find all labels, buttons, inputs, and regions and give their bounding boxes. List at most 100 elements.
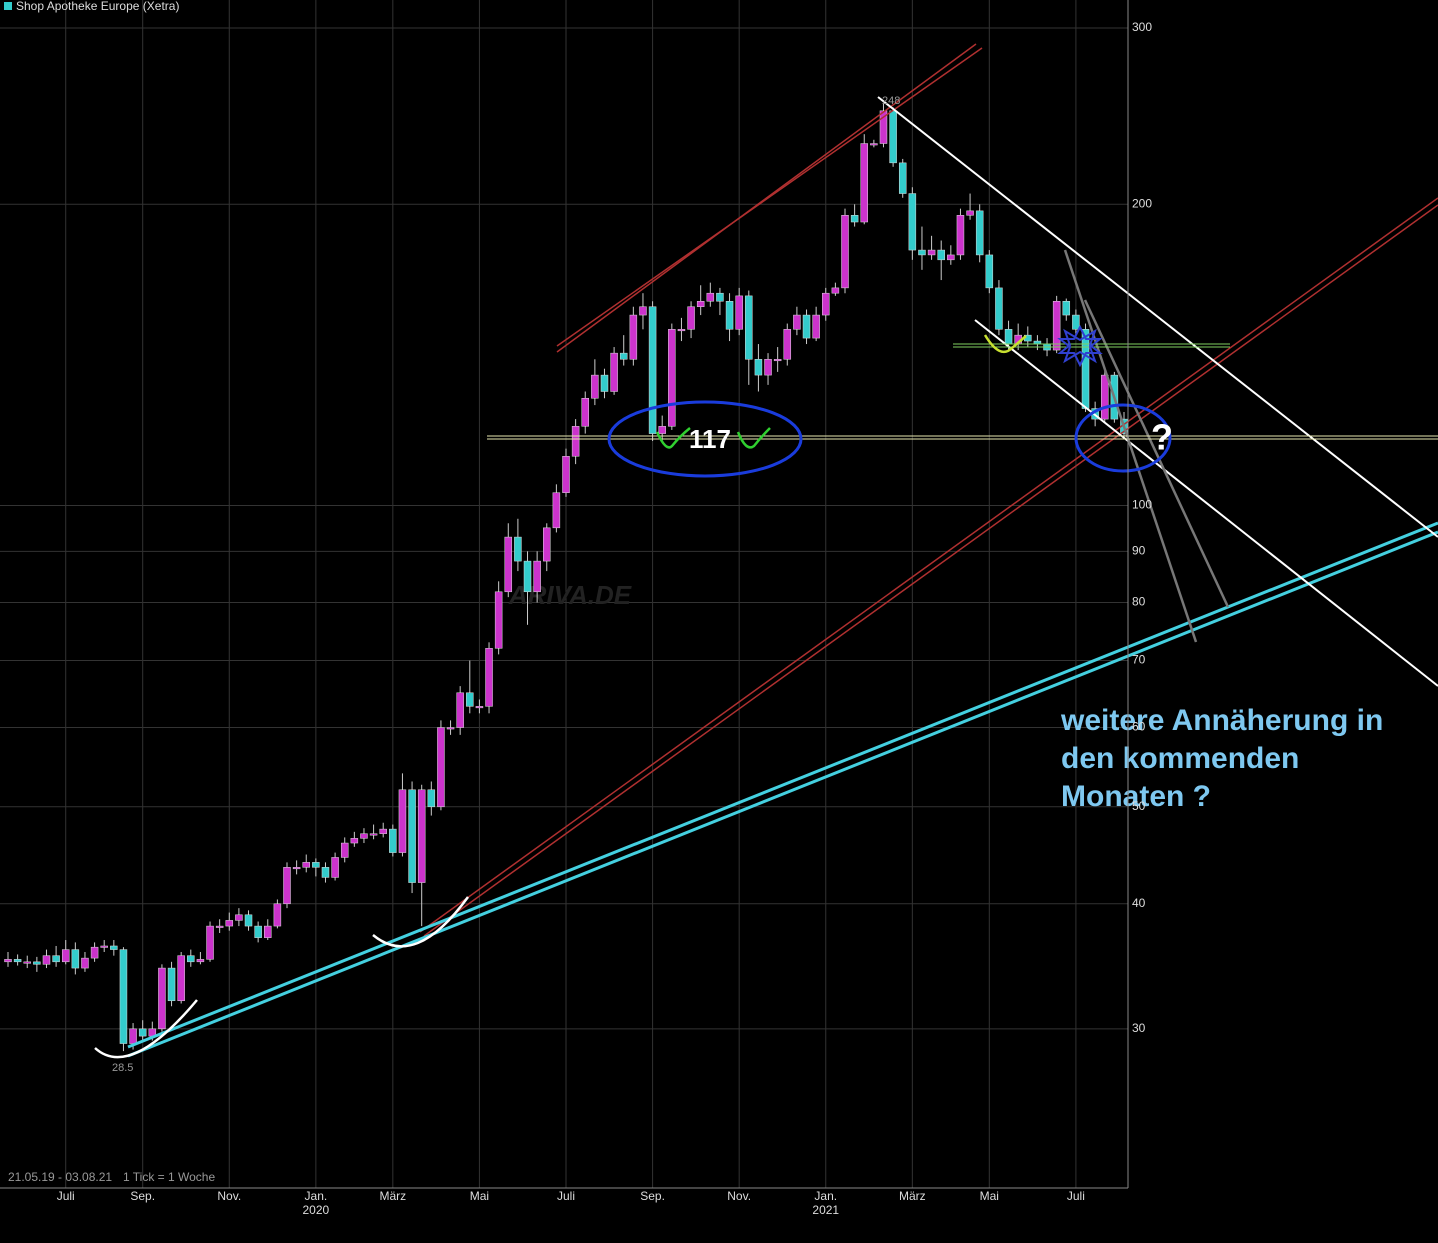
- candle-body: [677, 329, 686, 332]
- candle-body: [552, 492, 561, 529]
- candle-body: [831, 287, 840, 294]
- candle-body: [494, 591, 503, 649]
- candle-body: [312, 862, 320, 868]
- chart-title: Shop Apotheke Europe (Xetra): [16, 0, 179, 13]
- candle-body: [215, 925, 224, 928]
- y-tick-label: 60: [1132, 720, 1146, 734]
- check-mark: [655, 427, 691, 449]
- candle-body: [446, 727, 455, 730]
- candle-body: [687, 306, 695, 330]
- candle-body: [321, 867, 330, 878]
- x-year-label: 2021: [812, 1203, 839, 1217]
- candle-body: [475, 706, 484, 709]
- candle-body: [4, 959, 12, 963]
- candle-body: [985, 254, 994, 289]
- candle-body: [331, 857, 339, 878]
- low-label: 28.5: [112, 1062, 133, 1074]
- candle-body: [514, 536, 522, 562]
- candle-body: [1081, 329, 1090, 409]
- title-icon: [4, 2, 12, 10]
- candle-body: [543, 527, 551, 562]
- peak-label: 248: [882, 95, 900, 107]
- candle-body: [129, 1028, 137, 1044]
- candle-body: [927, 249, 936, 256]
- candle-body: [1004, 329, 1013, 345]
- candle-body: [466, 692, 474, 707]
- y-tick-label: 50: [1132, 799, 1146, 813]
- candle-body: [408, 789, 416, 883]
- trend-line: [1063, 249, 1198, 643]
- candle-body: [235, 914, 243, 921]
- level-label: 117: [689, 424, 731, 454]
- tick-note: 1 Tick = 1 Woche: [123, 1170, 215, 1184]
- candle-body: [802, 314, 811, 339]
- candle-body: [504, 536, 513, 593]
- candle-body: [42, 955, 51, 965]
- candle-body: [668, 329, 676, 427]
- y-tick-label: 80: [1132, 595, 1146, 609]
- trend-line: [1083, 299, 1230, 608]
- candle-body: [956, 215, 965, 256]
- candle-body: [273, 903, 282, 927]
- x-tick-label: Jan.: [305, 1189, 328, 1203]
- highlight-ellipse: [607, 400, 803, 478]
- candle-body: [206, 925, 214, 960]
- candle-body: [379, 828, 387, 834]
- candle-body: [33, 961, 41, 965]
- candle-body: [937, 249, 945, 261]
- candle-body: [975, 210, 984, 256]
- x-tick-label: März: [379, 1189, 406, 1203]
- candle-body: [889, 110, 897, 164]
- candle-body: [629, 314, 638, 360]
- candle-body: [1101, 374, 1109, 420]
- candle-body: [591, 374, 599, 399]
- candle-body: [619, 352, 628, 360]
- y-tick-label: 90: [1132, 544, 1146, 558]
- candle-body: [745, 295, 753, 360]
- candle-body: [533, 560, 541, 593]
- candle-body: [244, 914, 253, 927]
- candle-body: [812, 314, 820, 339]
- x-tick-label: Jan.: [814, 1189, 837, 1203]
- trend-line: [877, 96, 1438, 538]
- candle-body: [187, 955, 195, 963]
- x-tick-label: Juli: [57, 1189, 75, 1203]
- x-tick-label: Sep.: [130, 1189, 155, 1203]
- trend-line: [556, 47, 983, 347]
- candle-body: [417, 789, 426, 883]
- candle-body: [773, 359, 782, 362]
- y-tick-label: 100: [1132, 498, 1152, 512]
- y-tick-label: 30: [1132, 1021, 1146, 1035]
- candle-body: [850, 215, 859, 223]
- candle-body: [523, 560, 532, 593]
- candle-body: [783, 329, 792, 360]
- candle-body: [196, 959, 205, 963]
- candle-body: [292, 867, 301, 870]
- x-tick-label: Mai: [470, 1189, 489, 1203]
- y-tick-label: 40: [1132, 896, 1146, 910]
- trend-line: [127, 521, 1438, 1049]
- candle-body: [350, 838, 359, 844]
- candle-body: [658, 426, 666, 434]
- candle-body: [485, 648, 493, 707]
- candle-body: [648, 306, 657, 434]
- candle-body: [581, 397, 589, 427]
- candle-body: [389, 828, 397, 853]
- x-tick-label: Juli: [557, 1189, 575, 1203]
- comment-line: den kommenden: [1061, 742, 1299, 775]
- x-tick-label: Nov.: [217, 1189, 241, 1203]
- candle-body: [735, 295, 743, 330]
- y-tick-label: 300: [1132, 20, 1152, 34]
- candle-body: [639, 306, 647, 316]
- candle-body: [725, 301, 734, 330]
- grid-layer: [0, 0, 1128, 1188]
- candle-body: [1062, 301, 1071, 316]
- candle-body: [879, 110, 888, 144]
- candle-body: [71, 949, 80, 969]
- candle-body: [793, 314, 801, 330]
- candle-body: [283, 867, 291, 905]
- candle-body: [437, 727, 445, 808]
- candle-body: [110, 945, 118, 950]
- comment-line: Monaten ?: [1061, 780, 1211, 813]
